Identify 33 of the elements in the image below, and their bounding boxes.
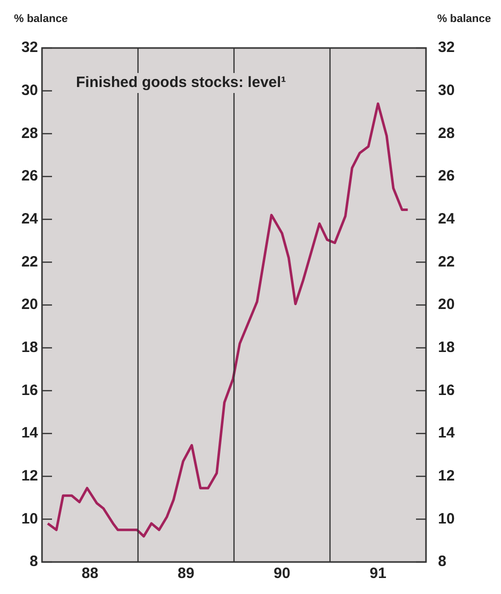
x-tick-label: 90 [274,565,290,582]
y2-tick-label: 16 [438,382,455,399]
y-tick-label: 28 [21,124,38,142]
y2-tick-label: 20 [438,296,455,314]
y-tick-label: 30 [21,82,38,99]
y2-tick-label: 32 [438,39,455,56]
y-tick-label: 18 [21,338,38,356]
y-tick-label: 14 [21,424,39,442]
y-tick-label: 20 [21,296,38,314]
x-tick-label: 88 [82,565,98,582]
y2-tick-label: 14 [438,424,456,442]
y2-tick-label: 26 [438,168,455,185]
y-tick-label: 12 [21,467,38,484]
y2-tick-label: 22 [438,253,455,270]
y-axis-title: % balance [14,13,68,26]
y2-tick-label: 30 [438,82,455,99]
y2-tick-label: 12 [438,467,455,484]
y2-tick-label: 18 [438,338,455,356]
y2-axis-title: % balance [437,13,491,26]
y-tick-label: 8 [30,553,38,570]
x-tick-label: 89 [178,565,194,582]
y-tick-label: 32 [21,39,38,56]
y2-tick-label: 28 [438,124,455,142]
y2-tick-label: 24 [438,210,456,228]
text: Finished goods stocks: level¹ [76,74,286,92]
y-tick-label: 22 [21,253,38,270]
x-tick-label: 91 [370,565,386,582]
y-tick-label: 10 [21,510,38,528]
y-tick-label: 24 [21,210,39,228]
y2-tick-label: 8 [438,553,446,570]
y-tick-label: 26 [21,168,38,185]
y2-tick-label: 10 [438,510,455,528]
y-tick-label: 16 [21,382,38,399]
